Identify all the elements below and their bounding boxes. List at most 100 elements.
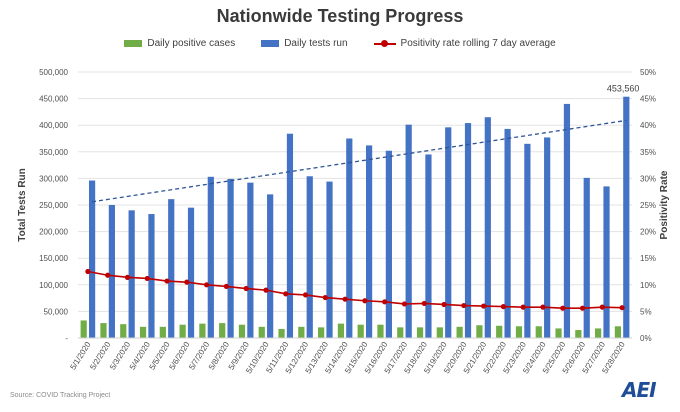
rate-point [124, 274, 131, 280]
rate-point [164, 278, 170, 284]
y2-axis-label: Positivity Rate [659, 170, 670, 239]
y2-tick-label: 20% [640, 228, 656, 237]
rate-point [223, 283, 229, 289]
bar-tests [385, 150, 392, 338]
bar-tests [524, 143, 531, 338]
x-tick-label: 5/22/2020 [482, 340, 509, 375]
rate-point [421, 300, 427, 307]
bar-positive [377, 324, 384, 338]
x-tick-label: 5/10/2020 [244, 340, 271, 375]
y2-tick-label: 35% [640, 148, 656, 157]
rate-point [500, 304, 506, 310]
x-tick-label: 5/20/2020 [442, 340, 469, 375]
y2-tick-label: 0% [640, 334, 652, 343]
bar-tests [445, 127, 452, 338]
bar-tests [148, 214, 155, 338]
bar-positive [476, 325, 483, 338]
x-tick-label: 5/13/2020 [304, 340, 331, 375]
y-tick-label: 400,000 [39, 121, 68, 130]
bar-positive [179, 324, 186, 338]
x-tick-label: 5/23/2020 [501, 340, 528, 375]
rate-point [441, 301, 447, 308]
rate-point [540, 304, 546, 310]
bar-positive [219, 323, 226, 338]
legend-swatch-tests [261, 40, 280, 47]
x-tick-label: 5/21/2020 [462, 340, 489, 375]
x-tick-label: 5/1/2020 [68, 340, 92, 372]
bar-tests [207, 176, 214, 338]
x-tick-label: 5/7/2020 [187, 340, 211, 372]
x-tick-label: 5/5/2020 [148, 340, 172, 372]
x-tick-label: 5/12/2020 [284, 340, 311, 375]
bar-positive [357, 324, 364, 338]
legend-label-rate: Positivity rate rolling 7 day average [400, 38, 556, 49]
y2-tick-label: 5% [640, 307, 652, 316]
bar-tests [346, 138, 353, 338]
bar-tests [464, 123, 472, 339]
source-note: Source: COVID Tracking Project [10, 392, 111, 399]
chart-title: Nationwide Testing Progress [216, 6, 464, 26]
rate-point [184, 279, 190, 285]
bar-positive [238, 324, 246, 338]
x-tick-label: 5/19/2020 [422, 340, 449, 375]
y-axis-right: 0% 5% 10% 15% 20% 25% 30% 35% 40% 45% 50% [640, 68, 656, 343]
gridlines [78, 71, 632, 339]
bar-tests [168, 199, 175, 338]
bar-tests [583, 177, 590, 338]
bar-positive [318, 327, 325, 338]
annotation-label: 453,560 [607, 84, 640, 94]
bar-positive [614, 326, 622, 338]
bar-tests [405, 124, 412, 338]
y-tick-label: 300,000 [39, 174, 68, 183]
x-tick-label: 5/25/2020 [541, 340, 568, 375]
bar-positive [199, 323, 206, 338]
bar-positive [575, 330, 582, 338]
y2-tick-label: 45% [640, 95, 656, 104]
bar-positive [258, 326, 265, 338]
aei-logo: AEI [622, 378, 657, 402]
bar-tests [365, 145, 373, 338]
legend-item-tests: Daily tests run [261, 38, 348, 49]
bar-tests [484, 117, 491, 338]
bar-positive [159, 326, 166, 338]
bar-positive [278, 328, 285, 338]
rate-point [382, 299, 388, 305]
x-tick-label: 5/26/2020 [561, 340, 588, 375]
bar-tests [187, 207, 195, 338]
bar-positive [80, 320, 87, 338]
y2-tick-label: 15% [640, 254, 656, 263]
x-tick-label: 5/18/2020 [402, 340, 429, 375]
y2-tick-label: 40% [640, 121, 656, 130]
rate-point [322, 294, 328, 301]
bar-tests [425, 154, 432, 338]
y-tick-label: 500,000 [39, 68, 68, 77]
y-axis-left: - 50,000 100,000 150,000 200,000 250,000 300,0… [39, 68, 68, 343]
bar-tests [247, 182, 254, 338]
x-tick-label: 5/3/2020 [108, 340, 132, 372]
x-tick-label: 5/28/2020 [600, 340, 627, 375]
x-tick-label: 5/15/2020 [343, 340, 370, 375]
bar-positive [337, 323, 345, 338]
rate-point [204, 282, 210, 288]
bar-positive [436, 327, 443, 338]
legend: Daily positive cases Daily tests run Pos… [0, 38, 680, 49]
bar-positive [298, 326, 305, 338]
bar-tests [286, 133, 294, 338]
bar-positive [496, 325, 503, 338]
x-tick-label: 5/2/2020 [88, 340, 112, 372]
bar-positive [397, 327, 404, 338]
rate-point [599, 304, 605, 310]
y2-tick-label: 50% [640, 68, 656, 77]
y-tick-label: 150,000 [39, 254, 68, 263]
x-tick-label: 5/4/2020 [128, 340, 152, 372]
y-tick-label: 100,000 [39, 281, 68, 290]
y2-tick-label: 10% [640, 281, 656, 290]
trendline-group [91, 119, 627, 203]
x-tick-label: 5/27/2020 [581, 340, 608, 375]
bar-tests [326, 181, 333, 338]
bar-positive [595, 328, 602, 338]
bar-tests [227, 178, 234, 338]
y2-tick-label: 30% [640, 174, 656, 183]
